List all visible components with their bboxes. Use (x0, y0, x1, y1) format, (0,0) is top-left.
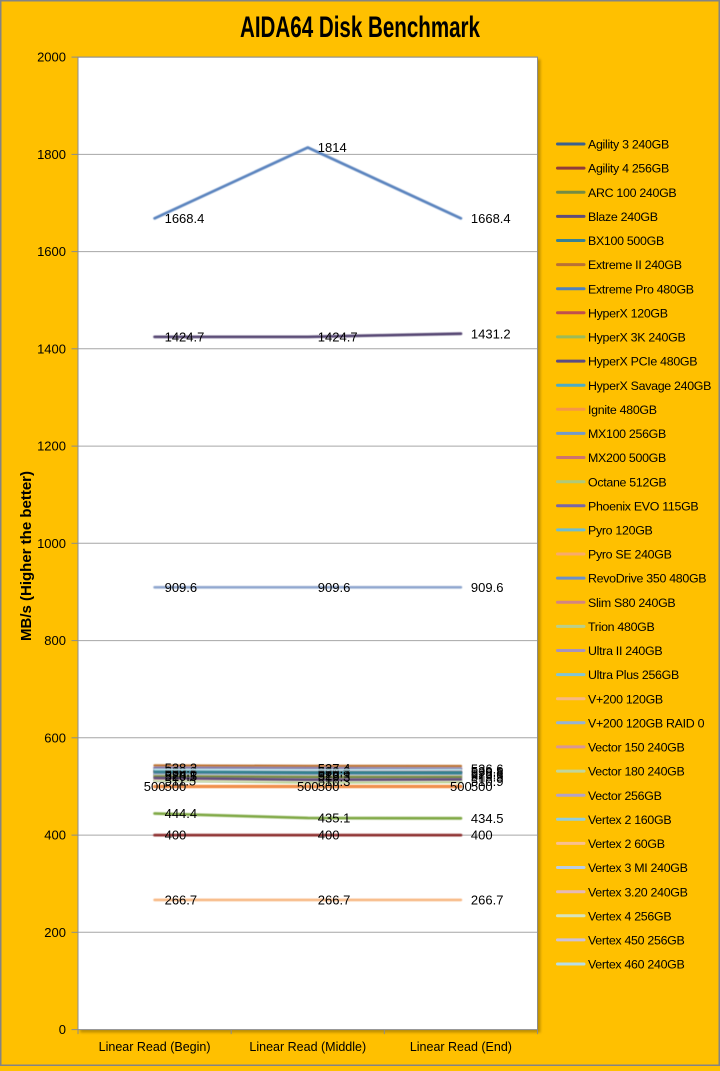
svg-text:538.2: 538.2 (165, 761, 198, 776)
svg-text:1800: 1800 (37, 147, 66, 162)
svg-text:909.6: 909.6 (471, 580, 504, 595)
svg-text:Linear Read (Begin): Linear Read (Begin) (99, 1040, 211, 1054)
svg-text:Ultra II 240GB: Ultra II 240GB (588, 644, 662, 658)
svg-text:HyperX PCIe 480GB: HyperX PCIe 480GB (588, 355, 697, 369)
svg-text:800: 800 (44, 633, 66, 648)
svg-text:523.6: 523.6 (471, 768, 504, 783)
svg-text:434.5: 434.5 (471, 811, 504, 826)
svg-text:RevoDrive 350 480GB: RevoDrive 350 480GB (588, 572, 706, 586)
svg-text:BX100 500GB: BX100 500GB (588, 234, 664, 248)
svg-text:266.7: 266.7 (471, 893, 504, 908)
svg-text:Vertex 2 60GB: Vertex 2 60GB (588, 837, 665, 851)
svg-text:400: 400 (318, 828, 340, 843)
svg-text:1431.2: 1431.2 (471, 326, 511, 341)
svg-text:536.6: 536.6 (471, 761, 504, 776)
svg-text:Vector 150 240GB: Vector 150 240GB (588, 741, 684, 755)
svg-text:Trion 480GB: Trion 480GB (588, 620, 655, 634)
svg-text:266.7: 266.7 (165, 893, 198, 908)
svg-text:Phoenix EVO 115GB: Phoenix EVO 115GB (588, 499, 698, 513)
svg-text:524.1: 524.1 (165, 767, 198, 782)
svg-text:Vertex 460 240GB: Vertex 460 240GB (588, 958, 684, 972)
svg-text:Agility 4 256GB: Agility 4 256GB (588, 162, 669, 176)
svg-text:519.3: 519.3 (471, 770, 504, 785)
svg-text:Ignite 480GB: Ignite 480GB (588, 403, 657, 417)
svg-text:MX100 256GB: MX100 256GB (588, 427, 666, 441)
svg-text:1200: 1200 (37, 439, 66, 454)
svg-text:200: 200 (44, 925, 66, 940)
svg-text:HyperX 3K 240GB: HyperX 3K 240GB (588, 331, 685, 345)
svg-text:523: 523 (318, 768, 340, 783)
svg-text:AIDA64 Disk Benchmark: AIDA64 Disk Benchmark (240, 11, 480, 44)
svg-text:530.8: 530.8 (318, 764, 351, 779)
svg-text:400: 400 (471, 828, 493, 843)
svg-text:V+200 120GB RAID 0: V+200 120GB RAID 0 (588, 716, 705, 730)
svg-text:Extreme II 240GB: Extreme II 240GB (588, 258, 682, 272)
svg-text:Octane 512GB: Octane 512GB (588, 475, 666, 489)
svg-text:400: 400 (44, 828, 66, 843)
svg-text:500: 500 (318, 779, 340, 794)
svg-text:519.3: 519.3 (318, 770, 351, 785)
svg-text:Linear Read (Middle): Linear Read (Middle) (249, 1040, 366, 1054)
svg-text:435.1: 435.1 (318, 811, 351, 826)
svg-text:V+200 120GB: V+200 120GB (588, 692, 663, 706)
svg-text:500: 500 (471, 779, 493, 794)
svg-text:Ultra Plus 256GB: Ultra Plus 256GB (588, 668, 679, 682)
svg-text:500: 500 (144, 779, 166, 794)
svg-text:530.8: 530.8 (165, 764, 198, 779)
svg-text:1600: 1600 (37, 244, 66, 259)
svg-text:1000: 1000 (37, 536, 66, 551)
svg-text:HyperX 120GB: HyperX 120GB (588, 306, 668, 320)
svg-text:600: 600 (44, 730, 66, 745)
svg-text:Vertex 3 MI 240GB: Vertex 3 MI 240GB (588, 861, 688, 875)
svg-text:528.1: 528.1 (471, 765, 504, 780)
svg-text:0: 0 (59, 1022, 66, 1037)
svg-text:Pyro 120GB: Pyro 120GB (588, 524, 653, 538)
svg-text:2000: 2000 (37, 50, 66, 65)
svg-text:MB/s (Higher the better): MB/s (Higher the better) (18, 471, 35, 641)
svg-text:Blaze 240GB: Blaze 240GB (588, 210, 658, 224)
svg-text:1668.4: 1668.4 (471, 211, 511, 226)
svg-text:537.4: 537.4 (318, 761, 351, 776)
svg-text:Extreme Pro 480GB: Extreme Pro 480GB (588, 282, 694, 296)
svg-text:Vector 256GB: Vector 256GB (588, 789, 662, 803)
svg-text:400: 400 (165, 828, 187, 843)
svg-text:Linear Read (End): Linear Read (End) (410, 1040, 512, 1054)
svg-text:MX200 500GB: MX200 500GB (588, 451, 666, 465)
svg-text:520.5: 520.5 (165, 769, 198, 784)
svg-text:HyperX Savage 240GB: HyperX Savage 240GB (588, 379, 711, 393)
svg-text:266.7: 266.7 (318, 893, 351, 908)
svg-text:1424.7: 1424.7 (165, 329, 205, 344)
svg-text:1424.7: 1424.7 (318, 329, 358, 344)
svg-text:500: 500 (450, 779, 472, 794)
svg-text:Vector 180 240GB: Vector 180 240GB (588, 765, 684, 779)
svg-text:Vertex 2 160GB: Vertex 2 160GB (588, 813, 671, 827)
svg-text:Vertex 450 256GB: Vertex 450 256GB (588, 934, 684, 948)
svg-text:Pyro SE 240GB: Pyro SE 240GB (588, 548, 672, 562)
svg-text:530.8: 530.8 (471, 764, 504, 779)
svg-text:909.6: 909.6 (165, 580, 198, 595)
svg-text:Vertex 4 256GB: Vertex 4 256GB (588, 909, 671, 923)
svg-text:500: 500 (297, 779, 319, 794)
svg-text:1814: 1814 (318, 140, 347, 155)
svg-text:Vertex 3.20 240GB: Vertex 3.20 240GB (588, 885, 688, 899)
svg-text:1668.4: 1668.4 (165, 211, 205, 226)
svg-text:ARC 100 240GB: ARC 100 240GB (588, 186, 676, 200)
svg-text:1400: 1400 (37, 341, 66, 356)
svg-text:444.4: 444.4 (165, 806, 198, 821)
svg-text:Slim S80 240GB: Slim S80 240GB (588, 596, 675, 610)
svg-text:510.9: 510.9 (471, 774, 504, 789)
svg-text:909.6: 909.6 (318, 580, 351, 595)
svg-text:Agility 3 240GB: Agility 3 240GB (588, 138, 669, 152)
svg-text:500: 500 (165, 779, 187, 794)
